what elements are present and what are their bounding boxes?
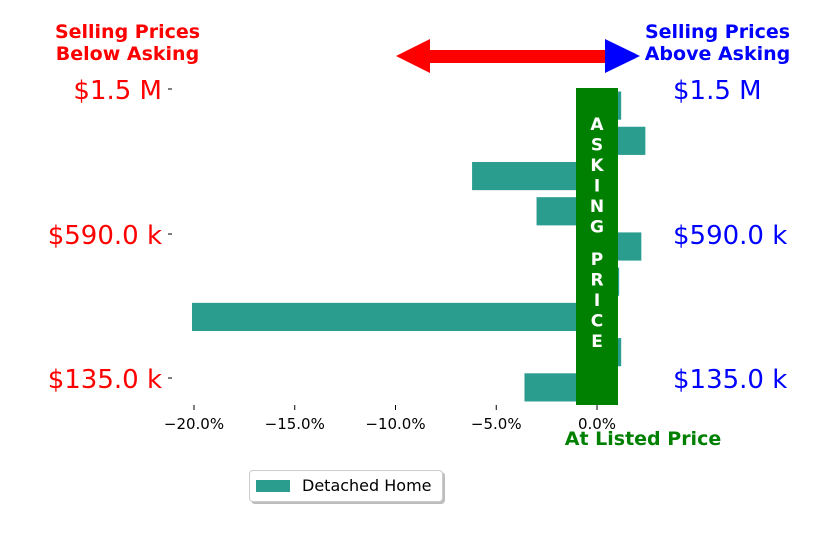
band-letter: C xyxy=(591,312,603,332)
band-letter: K xyxy=(590,156,604,176)
band-letter: S xyxy=(591,136,603,156)
arrow-shaft-red xyxy=(428,50,608,63)
x-tick-label: −15.0% xyxy=(265,415,325,433)
y-tick-label-right: $1.5 M xyxy=(673,76,762,106)
right-arrow-head xyxy=(605,39,640,73)
legend-label: Detached Home xyxy=(302,476,432,495)
y-tick-label-left: $1.5 M xyxy=(73,76,162,106)
band-letter: E xyxy=(591,332,603,352)
y-tick-label-right: $135.0 k xyxy=(673,365,787,395)
band-letter: N xyxy=(590,197,604,217)
above-asking-header-line1: Selling Prices xyxy=(644,21,791,43)
band-letter: G xyxy=(590,218,604,238)
y-tick-label-left: $590.0 k xyxy=(48,221,162,251)
x-tick-label: 0.0% xyxy=(578,415,616,433)
bar-detached-home xyxy=(191,302,598,332)
x-axis: −20.0% −15.0% −10.0% −5.0% 0.0% xyxy=(164,405,616,433)
band-letter: A xyxy=(590,115,604,135)
asking-price-band-rect xyxy=(576,88,618,405)
left-arrow-head xyxy=(396,39,430,73)
x-tick-label: −10.0% xyxy=(365,415,425,433)
y-axis-labels: $1.5 M $590.0 k $135.0 k $1.5 M $590.0 k $135… xyxy=(48,76,788,395)
x-tick-label: −20.0% xyxy=(164,415,224,433)
y-tick-label-left: $135.0 k xyxy=(48,365,162,395)
below-asking-header-line1: Selling Prices xyxy=(54,21,201,43)
band-letter: I xyxy=(594,177,600,197)
direction-arrow xyxy=(396,39,640,73)
y-tick-label-right: $590.0 k xyxy=(673,221,787,251)
below-asking-header-line2: Below Asking xyxy=(55,43,200,65)
above-asking-header: Selling Prices Above Asking xyxy=(610,21,825,65)
band-letter: R xyxy=(590,271,603,291)
at-listed-price-label: At Listed Price xyxy=(565,428,721,450)
band-letter: P xyxy=(591,250,603,270)
below-asking-header: Selling Prices Below Asking xyxy=(20,21,235,65)
legend-swatch xyxy=(256,480,290,492)
legend: Detached Home xyxy=(249,470,443,502)
above-asking-header-line2: Above Asking xyxy=(644,43,791,65)
band-letter: I xyxy=(594,291,600,311)
x-tick-label: −5.0% xyxy=(471,415,522,433)
